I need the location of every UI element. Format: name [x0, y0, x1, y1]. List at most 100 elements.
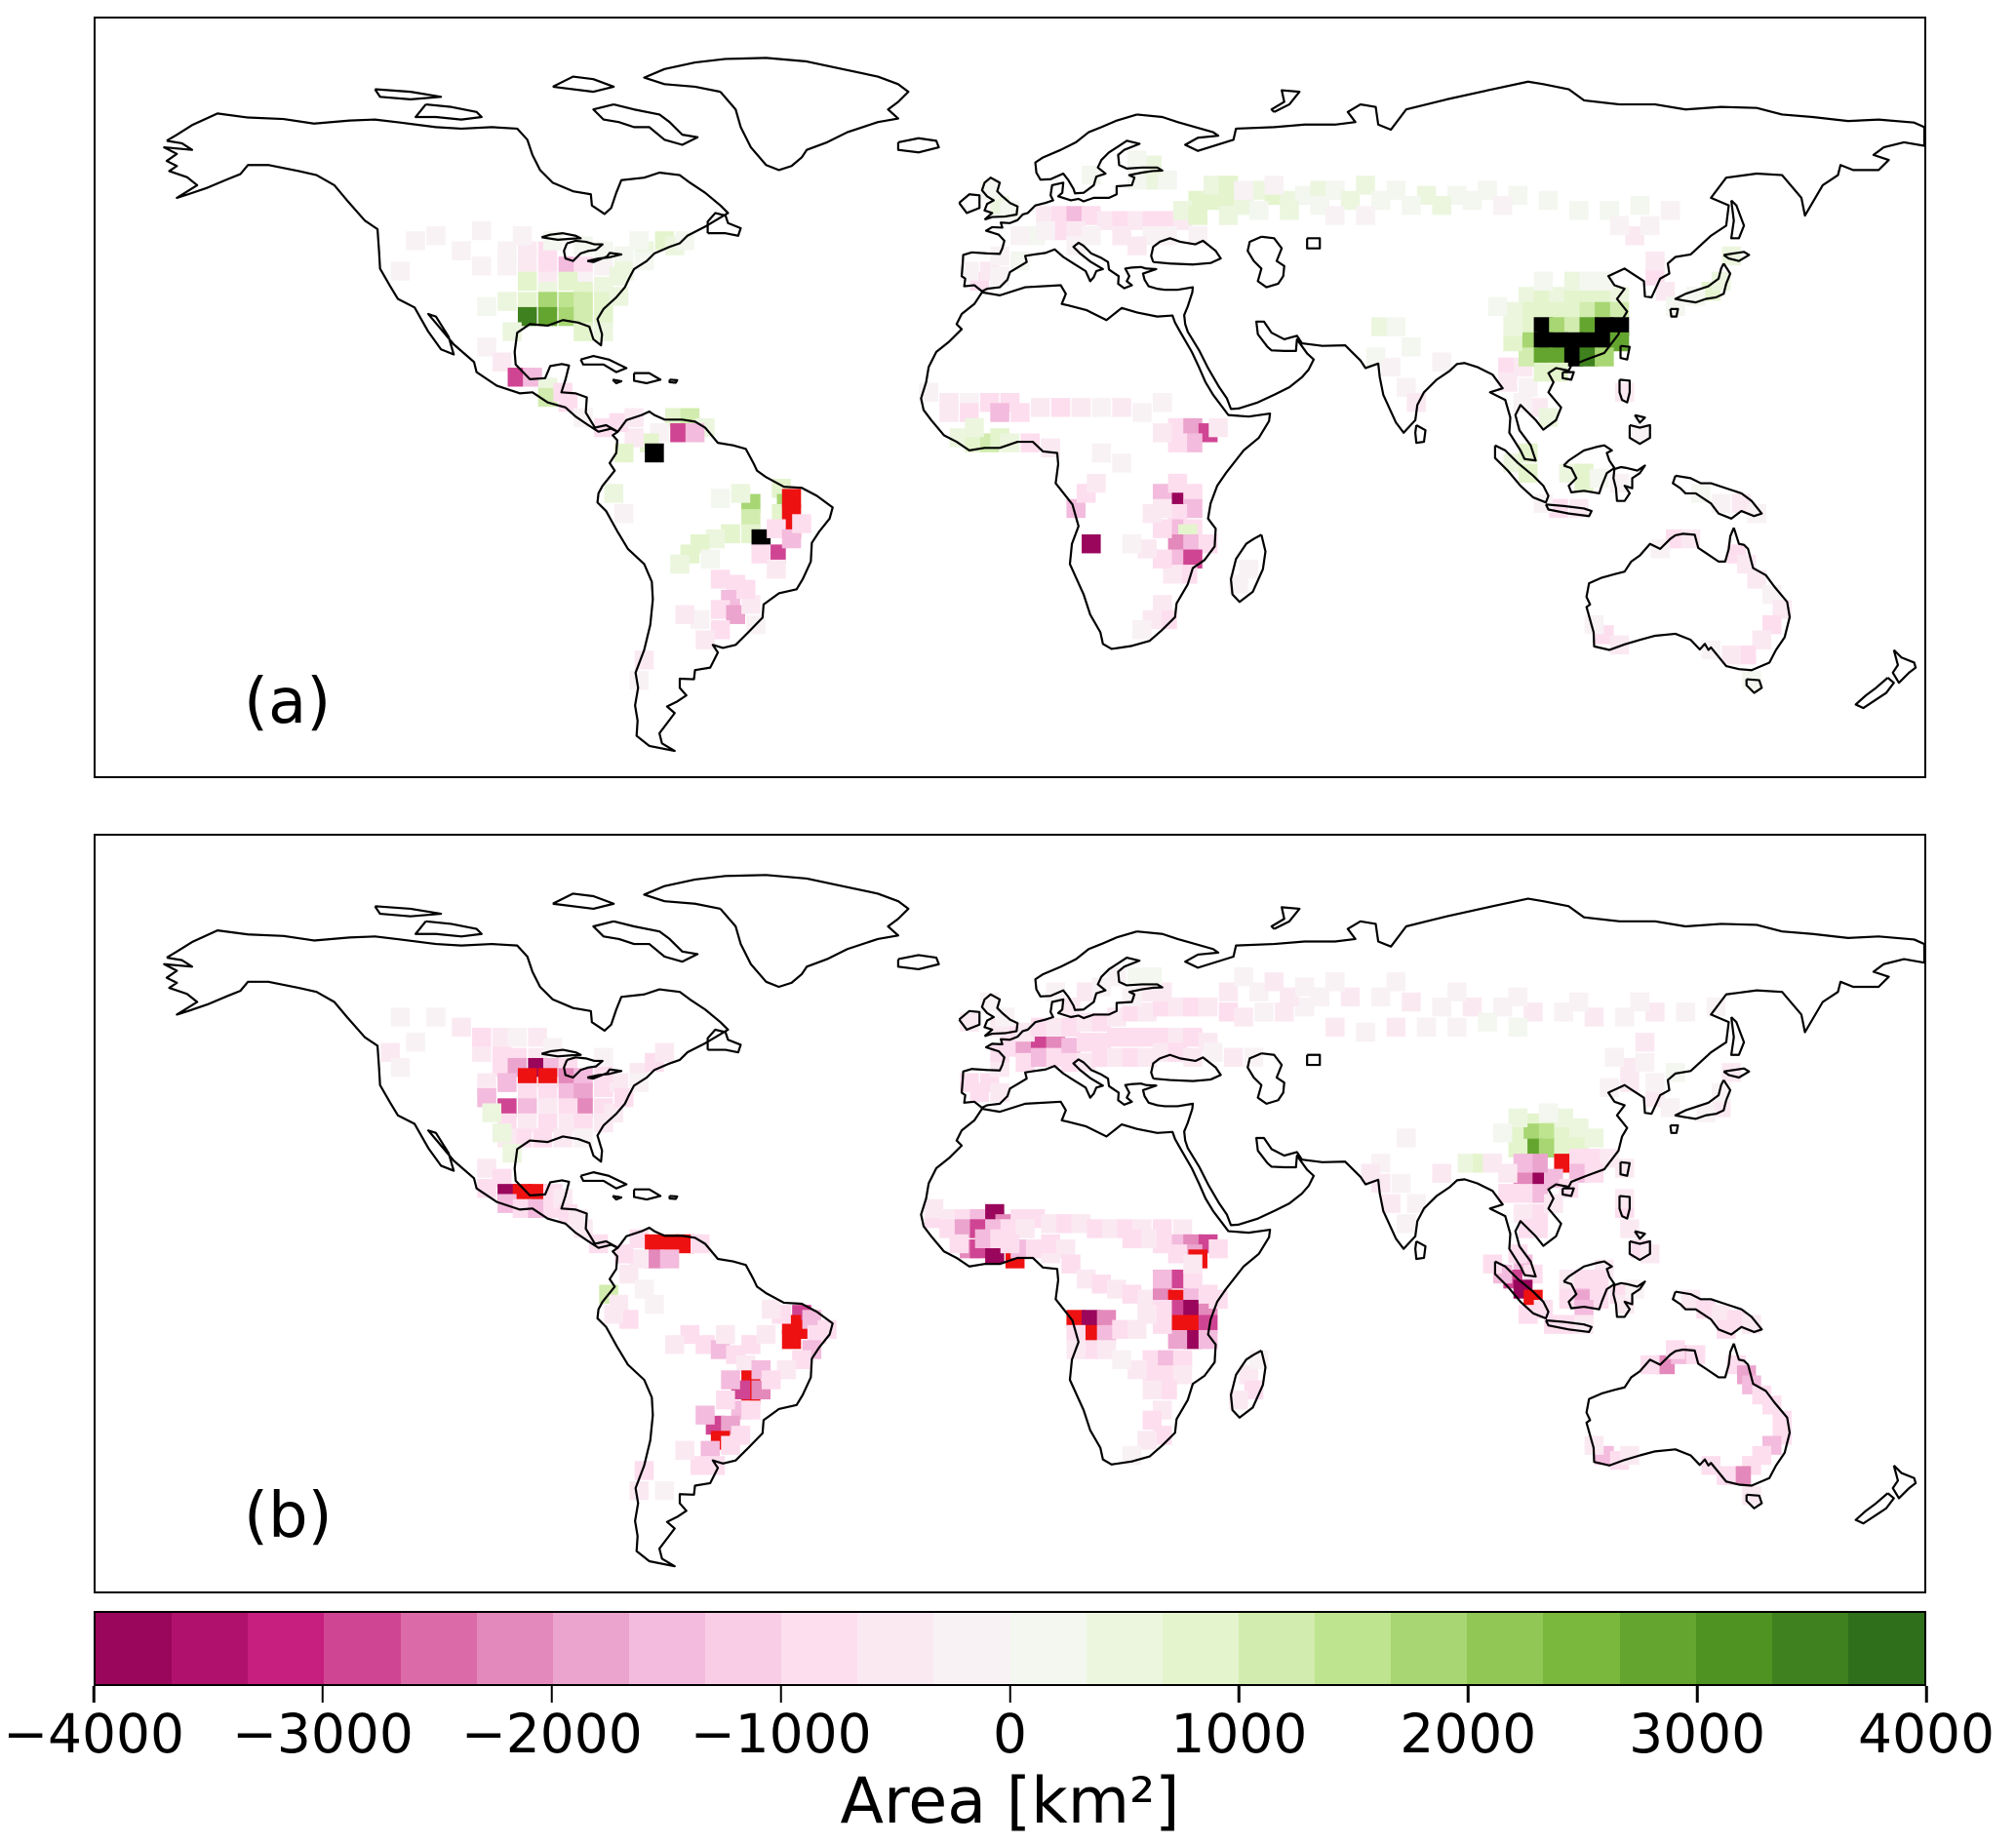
coastline: [645, 58, 909, 170]
grid-cell: [1096, 1310, 1117, 1329]
grid-cell: [1172, 201, 1193, 220]
grid-cell: [1503, 317, 1522, 336]
colorbar-segment: [781, 1613, 858, 1684]
world-map-svg-b: [96, 836, 1924, 1591]
grid-cell: [1569, 201, 1589, 220]
grid-cell: [512, 1184, 533, 1203]
grid-cell: [1462, 190, 1482, 211]
grid-cell: [1030, 1033, 1050, 1052]
grid-cell: [949, 428, 969, 448]
panel-label-b: (b): [244, 1480, 333, 1552]
grid-cell: [1761, 614, 1782, 635]
grid-cell: [1142, 226, 1163, 246]
coastline: [580, 1172, 626, 1189]
grid-cell: [1082, 226, 1101, 246]
grid-cell: [1356, 206, 1375, 225]
colorbar-segment: [1162, 1613, 1239, 1684]
grid-cell: [675, 231, 694, 251]
grid-cell: [1600, 1148, 1619, 1168]
grid-cell: [1056, 1238, 1076, 1259]
grid-cell: [523, 368, 542, 387]
colorbar-segment: [1771, 1613, 1848, 1684]
grid-cell: [1167, 1329, 1188, 1350]
grid-cell: [1030, 398, 1050, 417]
grid-cell: [802, 1310, 822, 1329]
grid-cell: [1248, 201, 1269, 220]
grid-cell: [1711, 493, 1731, 513]
grid-cell: [492, 1057, 512, 1078]
grid-cell: [1416, 185, 1437, 206]
grid-cell: [691, 534, 710, 554]
coastline: [598, 1228, 833, 1566]
grid-cell: [721, 524, 740, 544]
grid-cell: [1523, 1264, 1543, 1284]
grid-cell: [594, 292, 613, 311]
coastline: [898, 955, 939, 968]
grid-cell: [1082, 206, 1101, 225]
grid-cell: [1676, 1002, 1695, 1022]
colorbar-tick: [1467, 1686, 1470, 1703]
grid-cell: [1254, 1002, 1274, 1022]
grid-cell: [1655, 1354, 1676, 1375]
coastline: [564, 1057, 603, 1078]
grid-cell: [390, 1007, 411, 1027]
coastline: [1671, 309, 1679, 317]
grid-cell: [482, 1103, 502, 1122]
colorbar-tick: [1008, 1686, 1011, 1703]
grid-cell: [1280, 987, 1299, 1007]
grid-cell: [1000, 1234, 1020, 1254]
grid-cell: [1152, 1042, 1172, 1062]
grid-cell: [1107, 1027, 1127, 1047]
grid-cell: [654, 1480, 675, 1501]
grid-cell: [594, 1047, 613, 1068]
grid-cell: [1635, 1052, 1655, 1073]
grid-cell: [426, 226, 446, 246]
grid-cell: [1747, 569, 1766, 589]
grid-cell: [1579, 287, 1600, 306]
grid-cell: [1691, 484, 1711, 503]
grid-cell: [613, 1087, 634, 1108]
colorbar: −4000 −3000 −2000 −1000 0 1000 2000 3000 4000 Ar…: [3, 1611, 1995, 1843]
grid-cell: [1310, 195, 1329, 216]
grid-cell: [406, 1033, 425, 1052]
grid-cell: [1158, 171, 1177, 190]
grid-cell: [1356, 176, 1375, 195]
grid-cell: [1569, 1133, 1589, 1153]
grid-cell: [1172, 1219, 1193, 1238]
coastline: [1272, 91, 1300, 112]
grid-cell: [594, 256, 613, 276]
grid-cell: [1386, 972, 1406, 992]
grid-cell: [1112, 211, 1131, 230]
grid-cell: [1218, 190, 1239, 211]
grid-cell: [1513, 1154, 1533, 1173]
coastline: [1562, 373, 1573, 380]
grid-cell: [558, 292, 578, 311]
grid-cell: [1772, 1410, 1792, 1431]
grid-cell: [1091, 1012, 1112, 1032]
colorbar-segment: [1315, 1613, 1392, 1684]
grid-cell: [1498, 1184, 1518, 1203]
grid-cell: [1457, 1154, 1478, 1173]
grid-cell: [558, 1082, 578, 1103]
grid-cell: [1609, 216, 1630, 236]
grid-cell: [1513, 1203, 1533, 1224]
grid-cell: [767, 544, 786, 564]
grid-cell: [1518, 317, 1538, 336]
grid-cell: [558, 271, 578, 292]
grid-cell: [1158, 211, 1177, 230]
grid-cell: [1041, 1214, 1060, 1234]
coastline: [1272, 907, 1300, 928]
grid-cell: [594, 276, 613, 296]
grid-cell: [1167, 1314, 1188, 1334]
grid-cell: [1183, 433, 1203, 452]
grid-cell: [1198, 997, 1218, 1017]
grid-cell: [1416, 1017, 1437, 1038]
grid-cell: [1447, 185, 1467, 206]
grid-cell: [1127, 150, 1147, 170]
grid-cell: [1386, 317, 1406, 336]
grid-cell: [1721, 645, 1741, 665]
coastline: [1151, 238, 1220, 264]
grid-cell: [1584, 1007, 1604, 1027]
grid-cell: [1127, 211, 1147, 230]
grid-cell: [472, 1027, 492, 1047]
